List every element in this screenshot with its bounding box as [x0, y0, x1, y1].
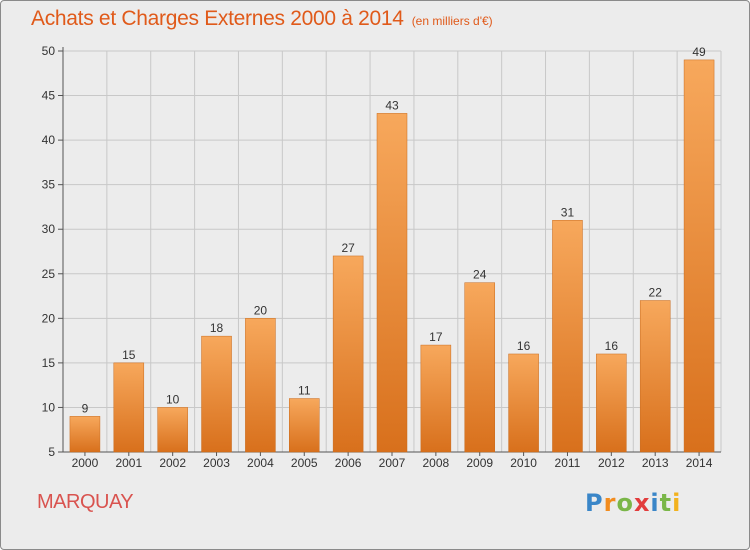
bar-value-label: 10: [166, 392, 180, 406]
x-tick-label: 2004: [247, 456, 274, 470]
brand-letter: t: [659, 489, 673, 517]
x-tick-label: 2005: [291, 456, 318, 470]
commune-name: MARQUAY: [37, 491, 134, 513]
chart-title: Achats et Charges Externes 2000 à 2014 (e…: [31, 7, 493, 31]
bar-2004: [245, 318, 276, 453]
x-tick-label: 2001: [115, 456, 142, 470]
y-tick-label: 25: [42, 267, 56, 281]
bar-value-label: 27: [341, 241, 355, 255]
x-tick-label: 2011: [555, 456, 581, 470]
brand-letter: x: [633, 489, 651, 517]
y-tick-label: 15: [42, 356, 56, 370]
x-tick-label: 2006: [335, 456, 362, 470]
bar-2007: [376, 113, 408, 453]
bar-value-label: 22: [649, 286, 663, 300]
bar-2006: [332, 255, 364, 453]
bar-2009: [464, 282, 495, 453]
bar-2002: [157, 407, 188, 453]
brand-letter: o: [616, 489, 634, 517]
x-tick-label: 2003: [203, 456, 230, 470]
x-tick-label: 2010: [510, 456, 537, 470]
y-tick-label: 50: [42, 44, 56, 58]
y-tick-label: 40: [42, 133, 56, 147]
bar-value-label: 9: [82, 401, 89, 415]
chart-subtitle: (en milliers d'€): [411, 14, 493, 28]
y-tick-label: 30: [42, 222, 56, 236]
bar-value-label: 17: [429, 330, 443, 344]
bar-2012: [596, 353, 627, 453]
bar-2010: [508, 353, 539, 453]
proxiti-logo: Proxiti: [585, 489, 681, 517]
x-tick-label: 2012: [598, 456, 625, 470]
bar-value-label: 24: [473, 268, 487, 282]
x-tick-label: 2013: [642, 456, 669, 470]
y-tick-label: 10: [42, 400, 56, 414]
bar-value-label: 43: [385, 98, 399, 112]
chart-title-text: Achats et Charges Externes 2000 à 2014: [31, 7, 404, 30]
y-tick-label: 45: [42, 89, 56, 103]
x-tick-label: 2007: [379, 456, 406, 470]
bar-value-label: 16: [605, 339, 619, 353]
bar-2013: [639, 300, 671, 453]
x-tick-label: 2009: [466, 456, 493, 470]
bar-2008: [420, 344, 452, 453]
bar-2005: [289, 398, 320, 453]
bar-2001: [113, 362, 145, 453]
x-tick-label: 2014: [686, 456, 713, 470]
y-tick-label: 20: [42, 311, 56, 325]
bar-2003: [201, 335, 232, 453]
bar-value-label: 31: [561, 205, 575, 219]
bar-value-label: 18: [210, 321, 224, 335]
bars: [69, 59, 715, 453]
x-tick-label: 2008: [423, 456, 450, 470]
bar-2000: [69, 416, 101, 453]
y-tick-label: 5: [48, 445, 55, 459]
brand-letter: r: [603, 489, 617, 517]
x-tick-label: 2000: [72, 456, 99, 470]
y-tick-label: 35: [42, 178, 56, 192]
brand-letter: i: [650, 489, 660, 517]
data-labels: 9 15 10 18 20 11 27 43 17 24 16 31 16 22 49: [82, 45, 706, 415]
bar-value-label: 16: [517, 339, 531, 353]
bar-2011: [552, 220, 583, 453]
brand-letter: P: [585, 489, 604, 517]
bar-2014: [683, 59, 715, 453]
x-tick-label: 2002: [159, 456, 186, 470]
brand-letter: i: [672, 489, 682, 517]
bar-value-label: 20: [254, 303, 268, 317]
bar-value-label: 11: [298, 384, 311, 398]
bar-value-label: 15: [122, 348, 136, 362]
bar-value-label: 49: [692, 45, 706, 59]
